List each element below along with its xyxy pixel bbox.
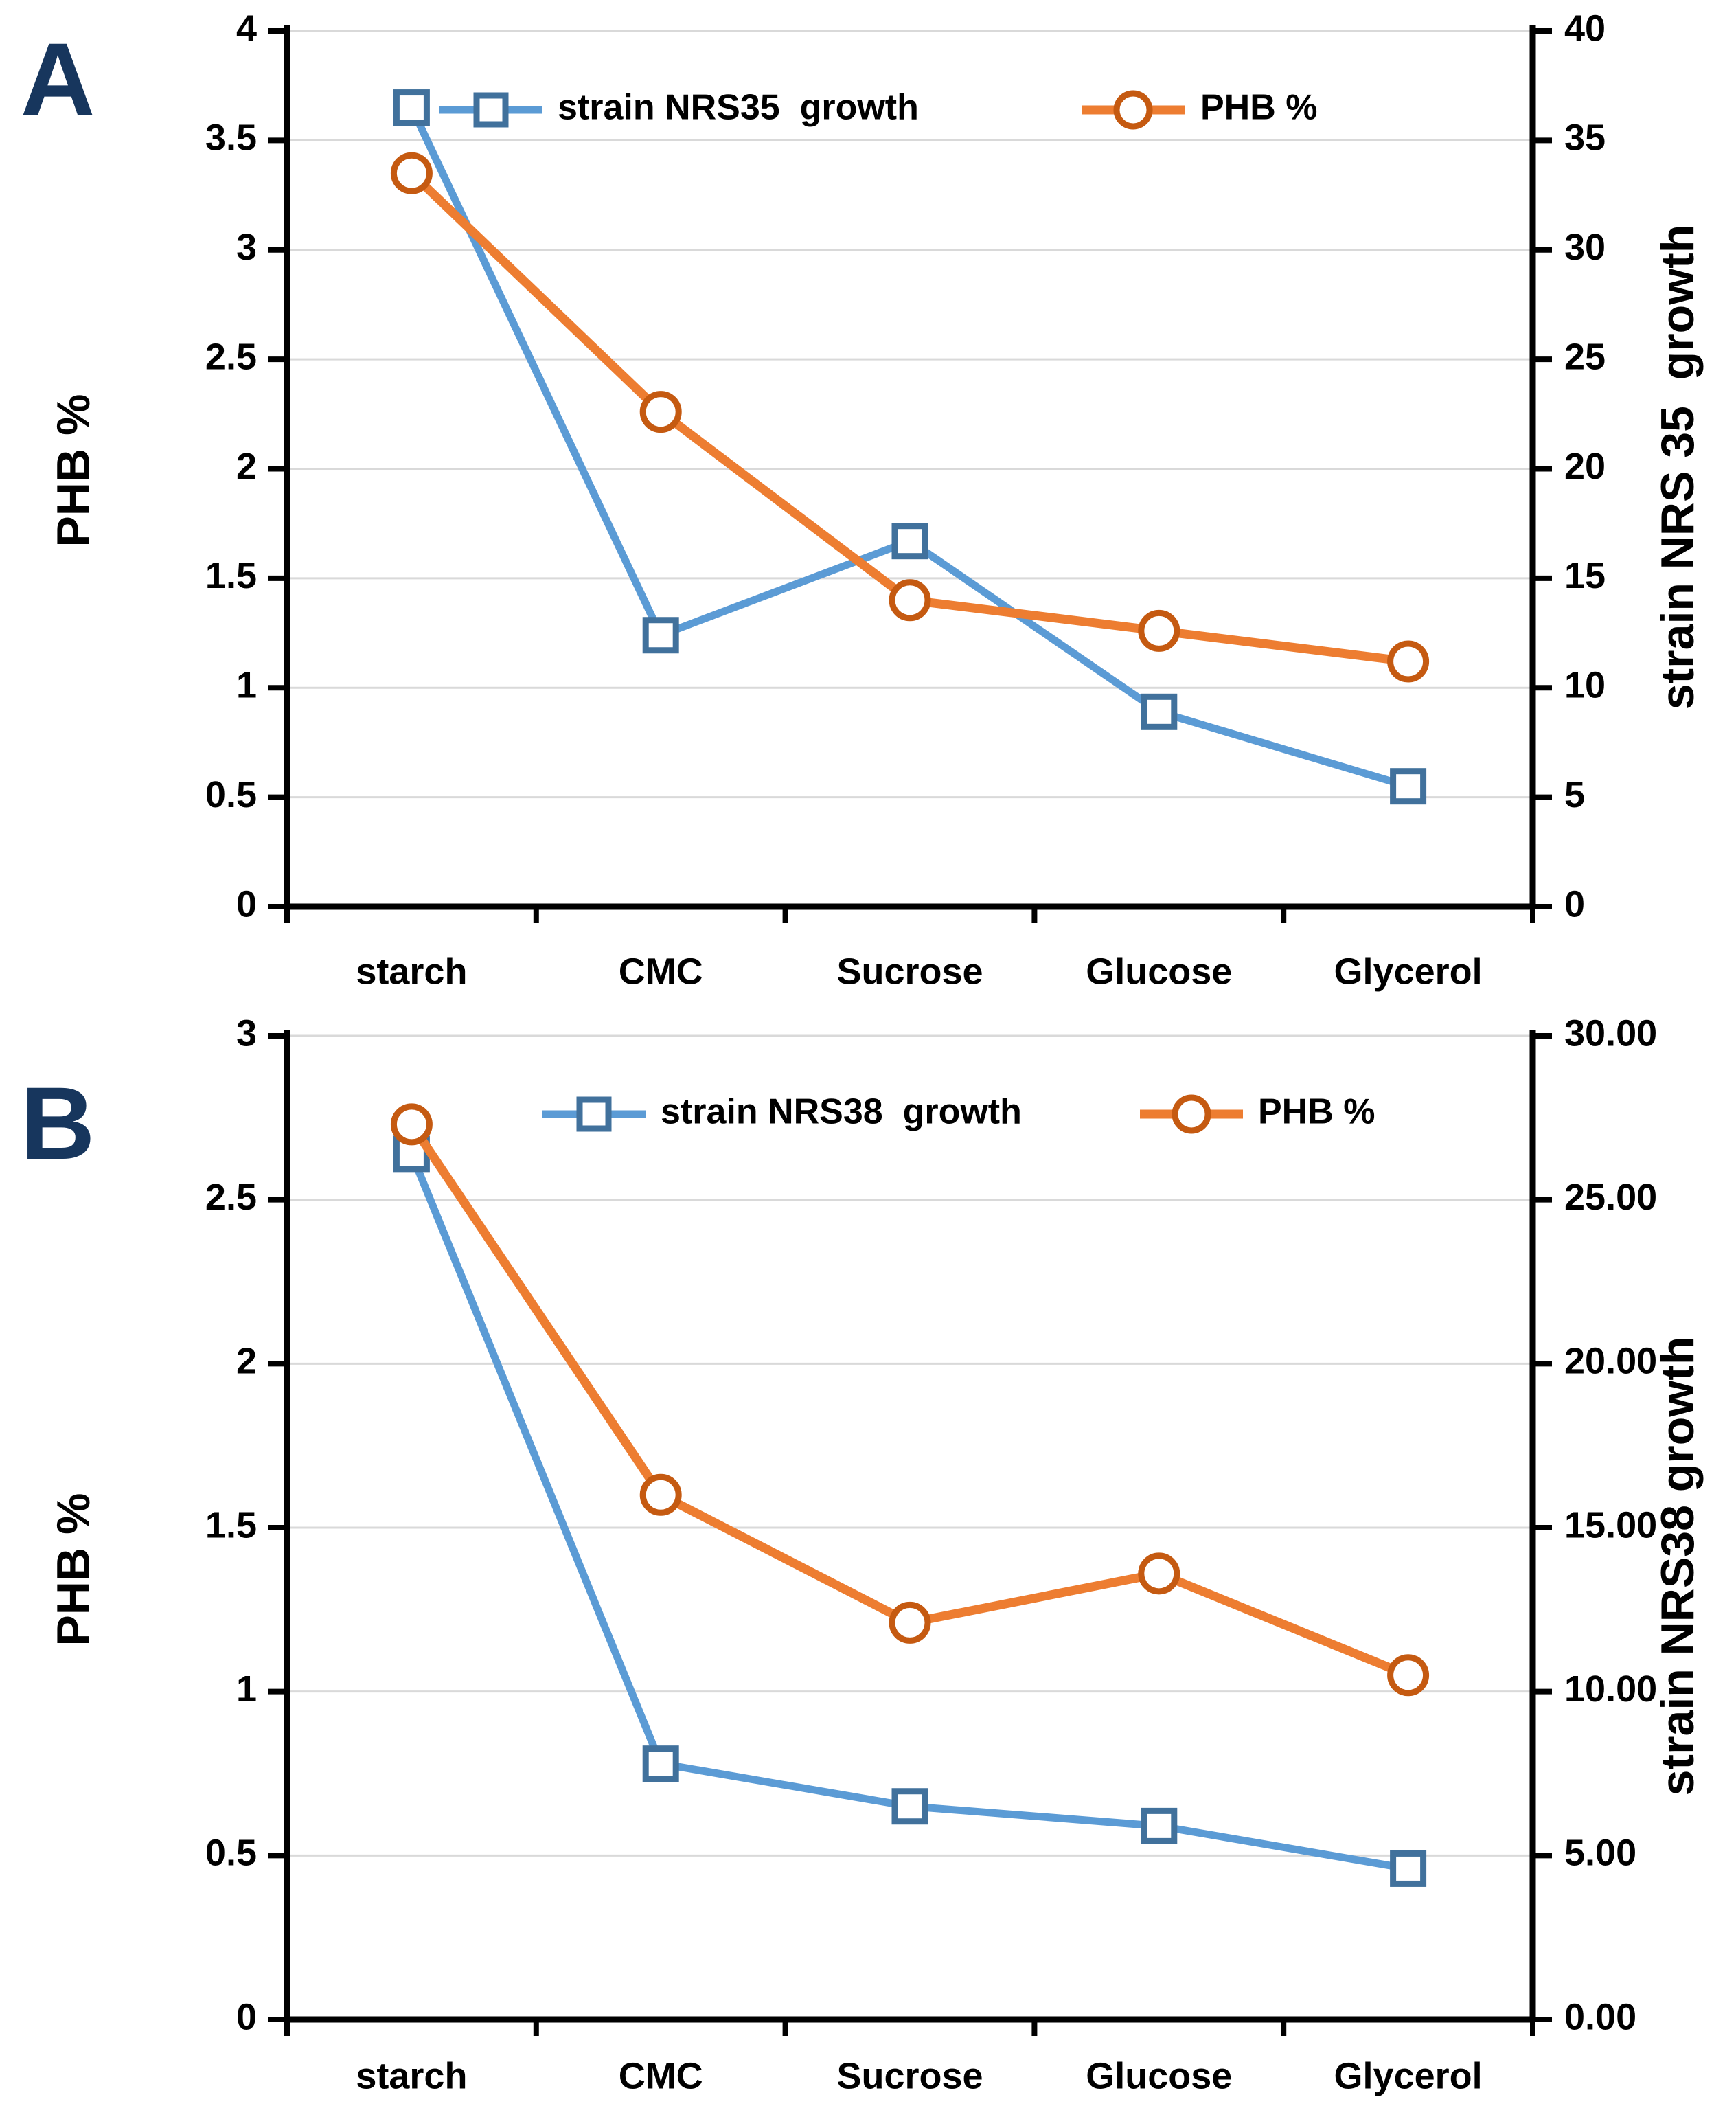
- data-point-square-marker: [1390, 768, 1427, 805]
- data-point-circle-marker: [639, 391, 682, 433]
- left-axis-tick-label: 0: [236, 1996, 257, 2037]
- data-point-circle-marker: [639, 1473, 682, 1516]
- right-axis-title: strain NRS 35 growth: [1652, 225, 1704, 710]
- right-axis-tick-label: 15: [1564, 555, 1606, 596]
- right-axis-tick-label: 5: [1564, 774, 1585, 815]
- right-axis-tick-label: 0: [1564, 883, 1585, 925]
- left-axis-tick-label: 2.5: [205, 336, 257, 377]
- left-axis-tick-label: 2: [236, 446, 257, 487]
- left-axis-tick-label: 3.5: [205, 117, 257, 159]
- data-point-square-marker: [1390, 1850, 1427, 1887]
- left-axis-title: PHB %: [47, 394, 100, 547]
- left-axis-tick-label: 1.5: [205, 1504, 257, 1545]
- legend-square-marker: [576, 1096, 612, 1132]
- category-label: Sucrose: [836, 2055, 983, 2096]
- left-axis-tick-label: 0.5: [205, 774, 257, 815]
- category-label: starch: [356, 2055, 467, 2096]
- left-axis-tick-label: 1: [236, 1668, 257, 1710]
- right-axis-tick-label: 40: [1564, 8, 1606, 49]
- category-label: CMC: [619, 951, 703, 992]
- panel-b-label: B: [21, 1065, 95, 1181]
- data-point-circle-marker: [390, 1103, 433, 1146]
- right-axis-tick-label: 25.00: [1564, 1177, 1657, 1218]
- data-point-circle-marker: [1138, 1552, 1180, 1595]
- right-axis-tick-label: 35: [1564, 117, 1606, 159]
- right-axis-tick-label: 30: [1564, 227, 1606, 268]
- left-axis-tick-label: 2.5: [205, 1177, 257, 1218]
- left-axis-title: PHB %: [47, 1493, 100, 1646]
- left-axis-tick-label: 2: [236, 1341, 257, 1382]
- data-point-square-marker: [642, 617, 679, 654]
- legend-circle-marker: [1113, 90, 1153, 130]
- category-label: Glucose: [1086, 951, 1232, 992]
- right-axis-tick-label: 0.00: [1564, 1996, 1636, 2037]
- legend-label: strain NRS35 growth: [558, 88, 919, 128]
- left-axis-tick-label: 1: [236, 665, 257, 706]
- legend-label: strain NRS38 growth: [661, 1092, 1022, 1132]
- data-point-square-marker: [1141, 1807, 1178, 1844]
- right-axis-tick-label: 15.00: [1564, 1504, 1657, 1545]
- data-point-circle-marker: [390, 152, 433, 194]
- data-point-circle-marker: [889, 1601, 931, 1644]
- right-axis-tick-label: 10: [1564, 665, 1606, 706]
- right-axis-tick-label: 20: [1564, 446, 1606, 487]
- data-point-square-marker: [642, 1745, 679, 1782]
- category-label: Sucrose: [836, 951, 983, 992]
- data-point-circle-marker: [1138, 609, 1180, 652]
- data-point-square-marker: [891, 523, 928, 560]
- right-axis-tick-label: 10.00: [1564, 1668, 1657, 1710]
- left-axis-tick-label: 0.5: [205, 1833, 257, 1874]
- left-axis-tick-label: 3: [236, 1012, 257, 1054]
- right-axis-tick-label: 5.00: [1564, 1833, 1636, 1874]
- series-line-growth: [408, 1152, 1409, 1872]
- data-point-square-marker: [393, 89, 430, 126]
- panel-a-label: A: [21, 21, 95, 137]
- left-axis-tick-label: 0: [236, 883, 257, 925]
- category-label: Glucose: [1086, 2055, 1232, 2096]
- data-point-square-marker: [1141, 693, 1178, 730]
- category-label: CMC: [619, 2055, 703, 2096]
- data-point-circle-marker: [889, 579, 931, 622]
- right-axis-title: strain NRS38 growth: [1652, 1337, 1704, 1796]
- data-point-circle-marker: [1387, 640, 1430, 683]
- category-label: Glycerol: [1334, 2055, 1483, 2096]
- legend-label: PHB %: [1258, 1092, 1375, 1132]
- series-line-growth: [408, 106, 1410, 790]
- right-axis-tick-label: 30.00: [1564, 1012, 1657, 1054]
- category-label: starch: [356, 951, 467, 992]
- data-point-circle-marker: [1387, 1654, 1430, 1697]
- right-axis-tick-label: 20.00: [1564, 1341, 1657, 1382]
- left-axis-tick-label: 1.5: [205, 555, 257, 596]
- series-line-phb: [408, 1122, 1410, 1679]
- legend-square-marker: [473, 92, 509, 128]
- legend-circle-marker: [1172, 1094, 1211, 1134]
- right-axis-tick-label: 25: [1564, 336, 1606, 377]
- legend-label: PHB %: [1200, 88, 1317, 128]
- left-axis-tick-label: 4: [236, 8, 257, 49]
- left-axis-tick-label: 3: [236, 227, 257, 268]
- data-point-square-marker: [891, 1788, 928, 1825]
- category-label: Glycerol: [1334, 951, 1483, 992]
